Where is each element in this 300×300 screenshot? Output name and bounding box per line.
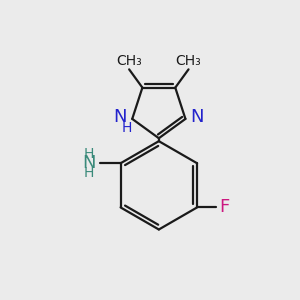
- Text: H: H: [84, 166, 94, 180]
- Text: F: F: [219, 198, 230, 216]
- Text: N: N: [191, 108, 204, 126]
- Text: N: N: [82, 154, 96, 172]
- Text: CH₃: CH₃: [176, 54, 201, 68]
- Text: H: H: [84, 147, 94, 161]
- Text: CH₃: CH₃: [116, 54, 142, 68]
- Text: N: N: [113, 108, 127, 126]
- Text: H: H: [122, 121, 132, 135]
